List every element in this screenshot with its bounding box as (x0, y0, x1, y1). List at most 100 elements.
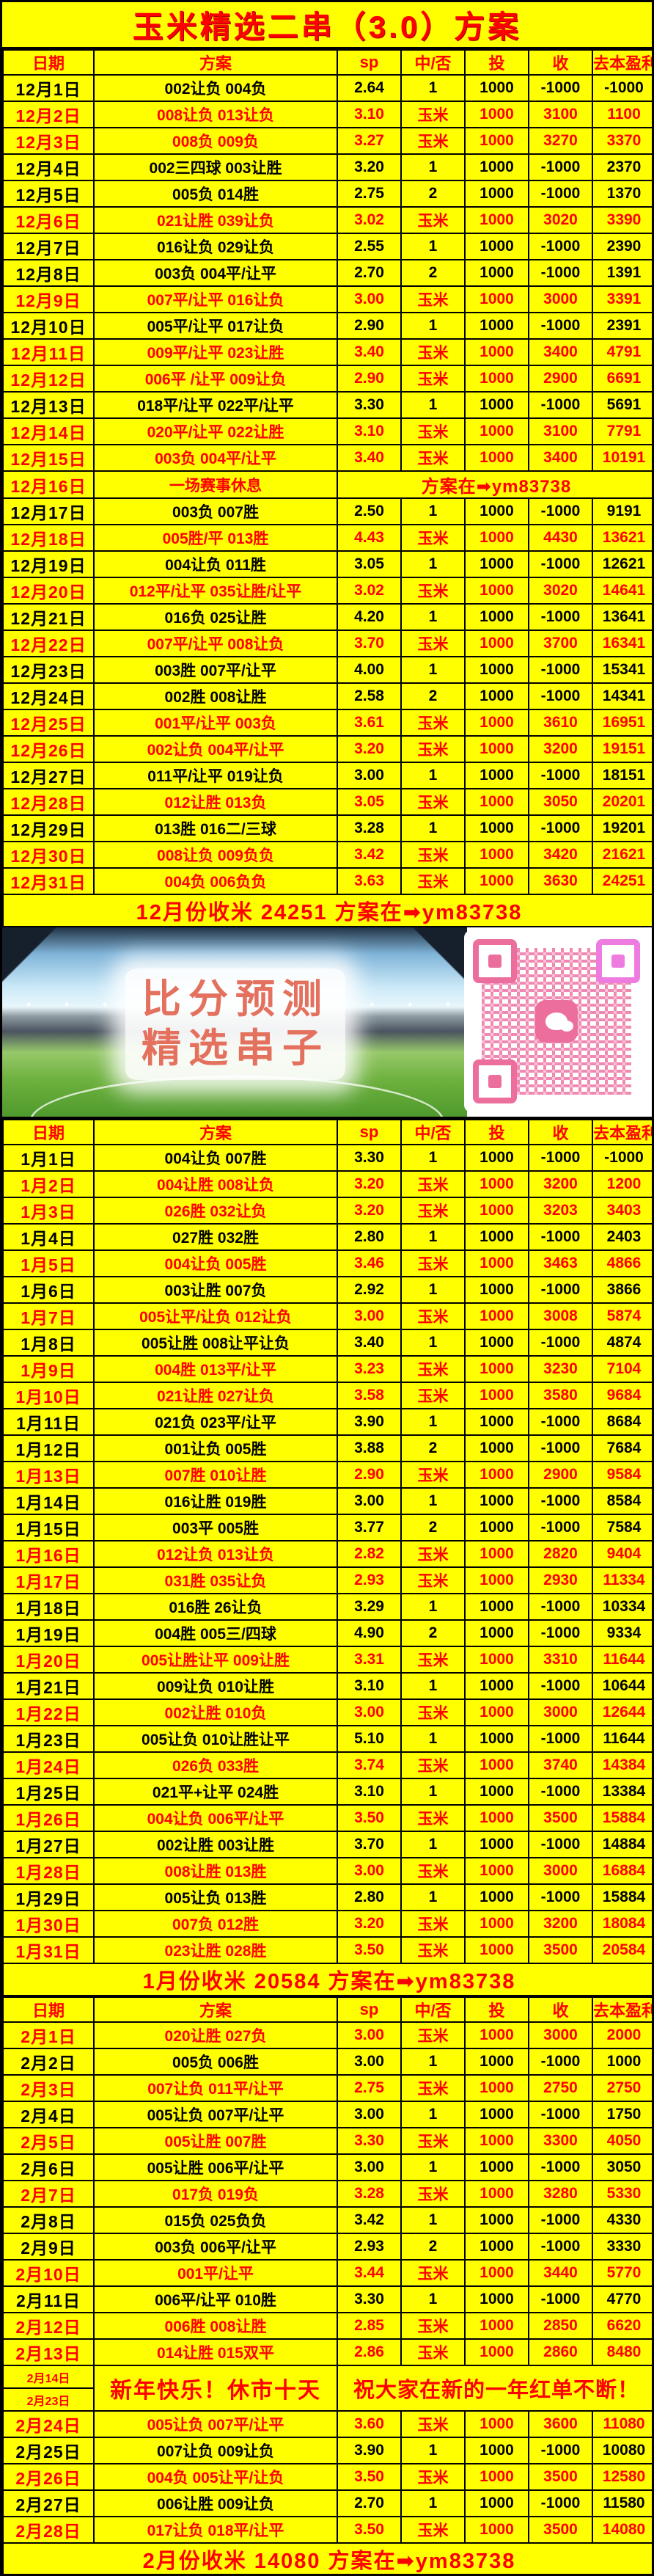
cell-date: 2月6日 (2, 2153, 95, 2181)
cell-profit: 7791 (592, 417, 652, 445)
cell-profit: 15341 (592, 656, 652, 684)
cell-profit: 9404 (592, 1540, 652, 1568)
cell-profit: 4866 (592, 1249, 652, 1277)
cell-return: 3740 (528, 1751, 593, 1779)
cell-profit: 9584 (592, 1461, 652, 1489)
cell-return: 2930 (528, 1566, 593, 1594)
cell-plan: 004负 006负负 (93, 867, 338, 895)
cell-date: 12月23日 (2, 656, 95, 684)
cell-plan: 006平 /让平 009让负 (93, 365, 338, 393)
cell-sp: 4.00 (337, 656, 402, 684)
cell-sp: 2.70 (337, 259, 402, 287)
cell-sp: 3.40 (337, 1329, 402, 1357)
cell-hit-status: 玉米 (400, 2410, 466, 2438)
cell-plan: 005让胜 006平/让平 (93, 2153, 338, 2181)
page-title: 玉米精选二串（3.0）方案 (2, 2, 652, 49)
cell-date: 1月4日 (2, 1223, 95, 1251)
cell-hit-status: 玉米 (400, 127, 466, 155)
cell-return: -1000 (528, 2101, 593, 2128)
cell-sp: 2.86 (337, 2338, 402, 2366)
result-row: 2月10日 001平/让平 3.44 玉米 1000 3440 5770 (2, 2259, 652, 2287)
cell-hit-status: 玉米 (400, 2180, 466, 2208)
cell-sp: 3.27 (337, 127, 402, 155)
cell-sp: 3.02 (337, 577, 402, 605)
cell-hit-status: 玉米 (400, 1936, 466, 1964)
cell-stake: 1000 (464, 550, 529, 578)
result-row: 12月27日 011平/让平 019让负 3.00 1 1000 -1000 18151 (2, 762, 652, 789)
cell-profit: 9334 (592, 1619, 652, 1647)
result-row: 1月30日 007负 012胜 3.20 玉米 1000 3200 18084 (2, 1910, 652, 1938)
cell-hit-status: 玉米 (400, 2127, 466, 2155)
cell-stake: 1000 (464, 735, 529, 763)
cell-stake: 1000 (464, 444, 529, 472)
column-header-5: 收 (528, 1996, 593, 2023)
cell-return: -1000 (528, 1778, 593, 1806)
result-row: 1月13日 007胜 010让胜 2.90 玉米 1000 2900 9584 (2, 1461, 652, 1489)
cell-return: -1000 (528, 1223, 593, 1251)
cell-sp: 2.82 (337, 1540, 402, 1568)
result-row: 12月19日 004让负 011胜 3.05 1 1000 -1000 12621 (2, 550, 652, 578)
result-row: 2月27日 006让胜 009让负 2.70 1 1000 -1000 11580 (2, 2489, 652, 2517)
cell-date: 1月26日 (2, 1804, 95, 1832)
cell-hit-status: 1 (400, 1593, 466, 1621)
cell-stake: 1000 (464, 285, 529, 313)
cell-hit-status: 玉米 (400, 2463, 466, 2491)
result-row: 12月1日 002让负 004负 2.64 1 1000 -1000 -1000 (2, 74, 652, 102)
cell-hit-status: 玉米 (400, 1751, 466, 1779)
cell-return: 3630 (528, 867, 593, 895)
cell-return: 3020 (528, 577, 593, 605)
rest-row: 12月16日 一场赛事休息 方案在➡ym83738 (2, 470, 652, 499)
cell-stake: 1000 (464, 788, 529, 816)
cell-plan: 013胜 016二/三球 (93, 814, 338, 842)
cell-date: 1月23日 (2, 1725, 95, 1753)
cell-hit-status: 2 (400, 1514, 466, 1541)
cell-profit: 10644 (592, 1672, 652, 1700)
result-row: 1月22日 002让胜 010负 3.00 玉米 1000 3000 12644 (2, 1699, 652, 1726)
result-row: 1月29日 005让负 013胜 2.80 1 1000 -1000 15884 (2, 1883, 652, 1911)
cell-plan: 008让胜 013胜 (93, 1857, 338, 1885)
cell-sp: 3.50 (337, 2516, 402, 2544)
result-row: 2月28日 017让负 018平/让平 3.50 玉米 1000 3500 14080 (2, 2516, 652, 2544)
cell-return: 3008 (528, 1302, 593, 1330)
cell-sp: 4.90 (337, 1619, 402, 1647)
table-header: 日期 方案 sp 中/否投收去本盈利 (2, 1996, 652, 2023)
cell-sp: 2.90 (337, 312, 402, 340)
cell-profit: 16884 (592, 1857, 652, 1885)
cell-return: 3200 (528, 1170, 593, 1198)
result-row: 1月3日 026胜 032让负 3.20 玉米 1000 3203 3403 (2, 1197, 652, 1225)
cell-stake: 1000 (464, 1170, 529, 1198)
cell-plan: 002三四球 003让胜 (93, 153, 338, 181)
cell-return: 2750 (528, 2074, 593, 2102)
cell-hit-status: 1 (400, 1144, 466, 1172)
cell-date: 1月25日 (2, 1778, 95, 1806)
cell-plan: 015负 025负负 (93, 2206, 338, 2234)
cell-profit: 24251 (592, 867, 652, 895)
cell-profit: 11080 (592, 2410, 652, 2438)
cell-sp: 3.88 (337, 1434, 402, 1462)
cell-date: 12月3日 (2, 127, 95, 155)
cell-sp: 2.92 (337, 1276, 402, 1304)
result-row: 2月26日 004负 005让平/让负 3.50 玉米 1000 3500 12580 (2, 2463, 652, 2491)
results-table-february: 日期 方案 sp 中/否投收去本盈利 2月1日 020让胜 027负 3.00 玉米 1000… (2, 1996, 652, 2574)
cell-stake: 1000 (464, 577, 529, 605)
cell-profit: 3403 (592, 1197, 652, 1225)
cell-date: 12月13日 (2, 391, 95, 419)
result-row: 12月12日 006平 /让平 009让负 2.90 玉米 1000 2900 6691 (2, 365, 652, 393)
cell-sp: 3.05 (337, 788, 402, 816)
cell-return: -1000 (528, 312, 593, 340)
cell-stake: 1000 (464, 1514, 529, 1541)
cell-stake: 1000 (464, 1487, 529, 1515)
cell-plan: 005让胜让平 009让胜 (93, 1646, 338, 1674)
cell-hit-status: 2 (400, 1434, 466, 1462)
cell-hit-status: 玉米 (400, 1910, 466, 1938)
cell-stake: 1000 (464, 1461, 529, 1489)
result-row: 1月16日 012让负 013让负 2.82 玉米 1000 2820 9404 (2, 1540, 652, 1568)
column-header-2: sp (337, 49, 402, 76)
cell-return: -1000 (528, 656, 593, 684)
cell-sp: 3.28 (337, 814, 402, 842)
cell-sp: 3.20 (337, 1170, 402, 1198)
cell-plan: 004胜 005三/四球 (93, 1619, 338, 1647)
cell-return: 3200 (528, 735, 593, 763)
result-row: 1月2日 004让胜 008让负 3.20 玉米 1000 3200 1200 (2, 1170, 652, 1198)
cell-sp: 3.02 (337, 206, 402, 234)
